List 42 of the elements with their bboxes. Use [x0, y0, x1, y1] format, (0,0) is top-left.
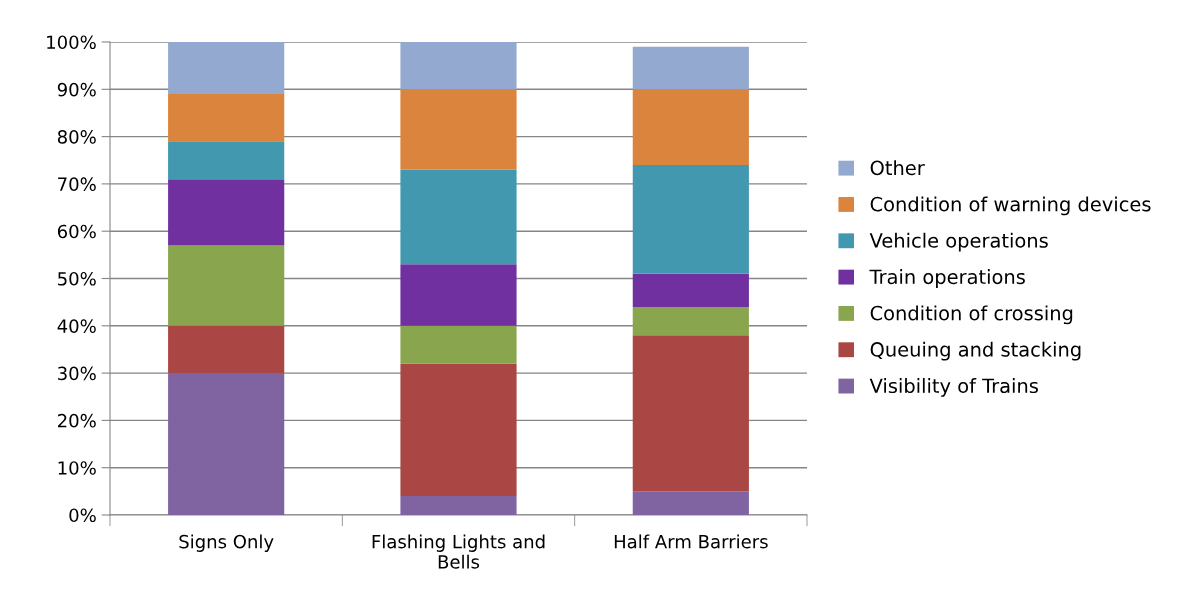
y-tick-label: 100% [47, 35, 96, 50]
y-tick-label: 10% [58, 461, 96, 475]
bar [400, 325, 517, 364]
bar [632, 164, 749, 274]
bar [168, 42, 285, 95]
bar [400, 42, 517, 90]
bar [400, 169, 517, 265]
legend-label: Condition of warning devices [870, 196, 1151, 216]
legend-label: Other [870, 160, 925, 176]
bar [632, 89, 749, 165]
bar [400, 264, 517, 326]
bar [400, 363, 517, 497]
legend-label: Train operations [869, 269, 1025, 288]
legend-label: Vehicle operations [869, 232, 1048, 252]
bar [168, 141, 285, 180]
y-tick-label: 50% [58, 271, 96, 286]
bar [632, 46, 749, 90]
bar [632, 491, 749, 515]
x-tick-label: Flashing Lights and Bells [372, 534, 545, 569]
bar [632, 335, 749, 492]
y-tick-label: 80% [57, 130, 96, 144]
bar [632, 273, 749, 307]
legend-label: Queuing and stacking [870, 341, 1081, 361]
bar [168, 179, 285, 246]
bar [168, 373, 285, 515]
bar [400, 496, 517, 515]
bar [168, 325, 285, 374]
y-tick-label: 20% [58, 413, 96, 428]
y-tick-label: 90% [57, 82, 96, 97]
legend-label: Visibility of Trains [869, 378, 1038, 397]
legend-label: Condition of crossing [870, 305, 1073, 325]
y-tick-label: 60% [57, 224, 96, 239]
x-tick-label: Half Arm Barriers [614, 534, 768, 549]
x-tick-label: Signs Only [179, 534, 274, 552]
y-tick-label: 30% [58, 366, 96, 381]
bar [632, 306, 749, 336]
bar [168, 94, 285, 142]
bar [400, 89, 517, 170]
y-tick-label: 40% [57, 319, 96, 333]
y-tick-label: 0% [69, 508, 96, 523]
y-tick-label: 70% [58, 177, 96, 192]
bar [168, 245, 285, 326]
